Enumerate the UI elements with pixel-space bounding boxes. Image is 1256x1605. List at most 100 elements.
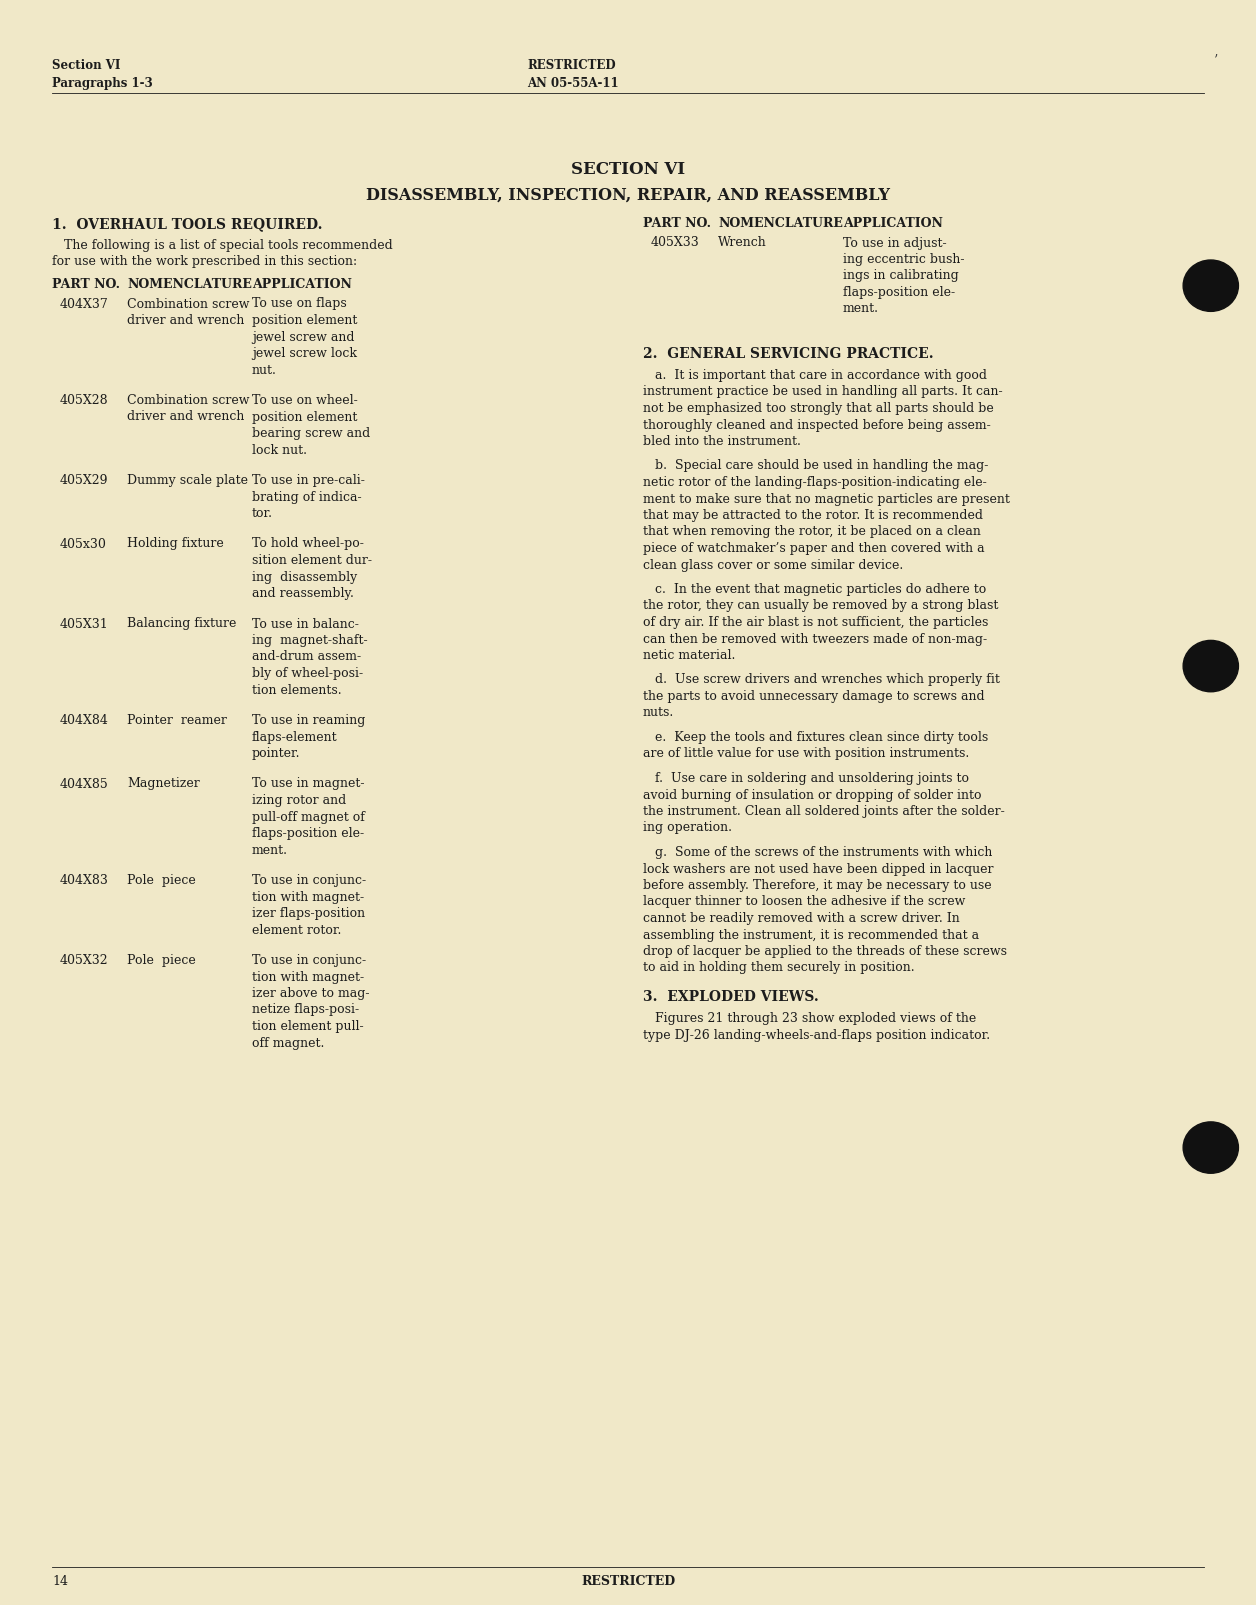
Text: PART NO.: PART NO. [51,278,121,291]
Text: element rotor.: element rotor. [252,923,342,936]
Text: Pole  piece: Pole piece [127,953,196,966]
Ellipse shape [1183,1122,1238,1173]
Text: can then be removed with tweezers made of non-mag-: can then be removed with tweezers made o… [643,632,987,645]
Text: 404X85: 404X85 [60,777,109,791]
Text: Combination screw: Combination screw [127,393,250,408]
Text: izer flaps-position: izer flaps-position [252,907,365,920]
Text: 1.  OVERHAUL TOOLS REQUIRED.: 1. OVERHAUL TOOLS REQUIRED. [51,217,323,231]
Text: 404X84: 404X84 [60,714,109,727]
Text: type DJ-26 landing-wheels-and-flaps position indicator.: type DJ-26 landing-wheels-and-flaps posi… [643,1029,990,1042]
Text: netize flaps-posi-: netize flaps-posi- [252,1003,359,1016]
Text: To use in balanc-: To use in balanc- [252,618,359,631]
Ellipse shape [1183,640,1238,692]
Text: sition element dur-: sition element dur- [252,554,372,567]
Text: flaps-position ele-: flaps-position ele- [843,286,955,299]
Text: tion elements.: tion elements. [252,684,342,697]
Text: driver and wrench: driver and wrench [127,315,245,327]
Text: lacquer thinner to loosen the adhesive if the screw: lacquer thinner to loosen the adhesive i… [643,896,966,908]
Text: position element: position element [252,315,358,327]
Text: the rotor, they can usually be removed by a strong blast: the rotor, they can usually be removed b… [643,600,999,613]
Text: netic rotor of the landing-flaps-position-indicating ele-: netic rotor of the landing-flaps-positio… [643,477,987,490]
Text: flaps-position ele-: flaps-position ele- [252,827,364,839]
Text: RESTRICTED: RESTRICTED [582,1575,674,1587]
Text: 405X31: 405X31 [60,618,109,631]
Text: ’: ’ [1215,53,1218,67]
Text: 405X32: 405X32 [60,953,108,966]
Text: ment to make sure that no magnetic particles are present: ment to make sure that no magnetic parti… [643,493,1010,506]
Text: To use in conjunc-: To use in conjunc- [252,953,367,966]
Text: the parts to avoid unnecessary damage to screws and: the parts to avoid unnecessary damage to… [643,690,985,703]
Text: Wrench: Wrench [718,236,766,249]
Text: To use in magnet-: To use in magnet- [252,777,364,791]
Text: and-drum assem-: and-drum assem- [252,650,362,663]
Text: nuts.: nuts. [643,706,674,719]
Text: 14: 14 [51,1575,68,1587]
Text: AN 05-55A-11: AN 05-55A-11 [528,77,619,90]
Text: NOMENCLATURE: NOMENCLATURE [127,278,252,291]
Text: bearing screw and: bearing screw and [252,427,371,440]
Ellipse shape [1183,260,1238,311]
Text: lock nut.: lock nut. [252,443,306,456]
Text: tion element pull-: tion element pull- [252,1021,364,1034]
Text: e.  Keep the tools and fixtures clean since dirty tools: e. Keep the tools and fixtures clean sin… [643,730,988,745]
Text: 405X33: 405X33 [651,236,700,249]
Text: not be emphasized too strongly that all parts should be: not be emphasized too strongly that all … [643,401,993,416]
Text: and reassembly.: and reassembly. [252,587,354,600]
Text: nut.: nut. [252,363,276,377]
Text: 3.  EXPLODED VIEWS.: 3. EXPLODED VIEWS. [643,990,819,1005]
Text: avoid burning of insulation or dropping of solder into: avoid burning of insulation or dropping … [643,788,981,801]
Text: bled into the instrument.: bled into the instrument. [643,435,801,448]
Text: pointer.: pointer. [252,746,300,761]
Text: to aid in holding them securely in position.: to aid in holding them securely in posit… [643,961,914,974]
Text: NOMENCLATURE: NOMENCLATURE [718,217,843,230]
Text: a.  It is important that care in accordance with good: a. It is important that care in accordan… [643,369,987,382]
Text: are of little value for use with position instruments.: are of little value for use with positio… [643,748,970,761]
Text: ings in calibrating: ings in calibrating [843,270,958,282]
Text: izer above to mag-: izer above to mag- [252,987,369,1000]
Text: To use on wheel-: To use on wheel- [252,393,358,408]
Text: 2.  GENERAL SERVICING PRACTICE.: 2. GENERAL SERVICING PRACTICE. [643,347,933,361]
Text: tion with magnet-: tion with magnet- [252,891,364,904]
Text: ment.: ment. [252,844,288,857]
Text: ing  magnet-shaft-: ing magnet-shaft- [252,634,368,647]
Text: netic material.: netic material. [643,648,735,661]
Text: 404X37: 404X37 [60,297,109,310]
Text: c.  In the event that magnetic particles do adhere to: c. In the event that magnetic particles … [643,583,986,595]
Text: To hold wheel-po-: To hold wheel-po- [252,538,364,551]
Text: jewel screw lock: jewel screw lock [252,347,357,360]
Text: ment.: ment. [843,302,879,316]
Text: To use on flaps: To use on flaps [252,297,347,310]
Text: To use in pre-cali-: To use in pre-cali- [252,473,365,486]
Text: drop of lacquer be applied to the threads of these screws: drop of lacquer be applied to the thread… [643,945,1007,958]
Text: clean glass cover or some similar device.: clean glass cover or some similar device… [643,559,903,571]
Text: To use in reaming: To use in reaming [252,714,365,727]
Text: 405x30: 405x30 [60,538,107,551]
Text: before assembly. Therefore, it may be necessary to use: before assembly. Therefore, it may be ne… [643,880,992,892]
Text: Balancing fixture: Balancing fixture [127,618,236,631]
Text: Pointer  reamer: Pointer reamer [127,714,227,727]
Text: the instrument. Clean all soldered joints after the solder-: the instrument. Clean all soldered joint… [643,806,1005,819]
Text: of dry air. If the air blast is not sufficient, the particles: of dry air. If the air blast is not suff… [643,616,988,629]
Text: Pole  piece: Pole piece [127,875,196,888]
Text: lock washers are not used have been dipped in lacquer: lock washers are not used have been dipp… [643,862,993,875]
Text: tion with magnet-: tion with magnet- [252,971,364,984]
Text: piece of watchmaker’s paper and then covered with a: piece of watchmaker’s paper and then cov… [643,542,985,555]
Text: driver and wrench: driver and wrench [127,411,245,424]
Text: 405X28: 405X28 [60,393,108,408]
Text: To use in conjunc-: To use in conjunc- [252,875,367,888]
Text: brating of indica-: brating of indica- [252,491,362,504]
Text: g.  Some of the screws of the instruments with which: g. Some of the screws of the instruments… [643,846,992,859]
Text: ing  disassembly: ing disassembly [252,570,357,584]
Text: off magnet.: off magnet. [252,1037,324,1050]
Text: Figures 21 through 23 show exploded views of the: Figures 21 through 23 show exploded view… [643,1013,976,1026]
Text: pull-off magnet of: pull-off magnet of [252,811,365,823]
Text: cannot be readily removed with a screw driver. In: cannot be readily removed with a screw d… [643,912,960,924]
Text: instrument practice be used in handling all parts. It can-: instrument practice be used in handling … [643,385,1002,398]
Text: Combination screw: Combination screw [127,297,250,310]
Text: Dummy scale plate: Dummy scale plate [127,473,247,486]
Text: ing operation.: ing operation. [643,822,732,835]
Text: thoroughly cleaned and inspected before being assem-: thoroughly cleaned and inspected before … [643,419,991,432]
Text: izing rotor and: izing rotor and [252,794,347,807]
Text: for use with the work prescribed in this section:: for use with the work prescribed in this… [51,255,357,268]
Text: 405X29: 405X29 [60,473,108,486]
